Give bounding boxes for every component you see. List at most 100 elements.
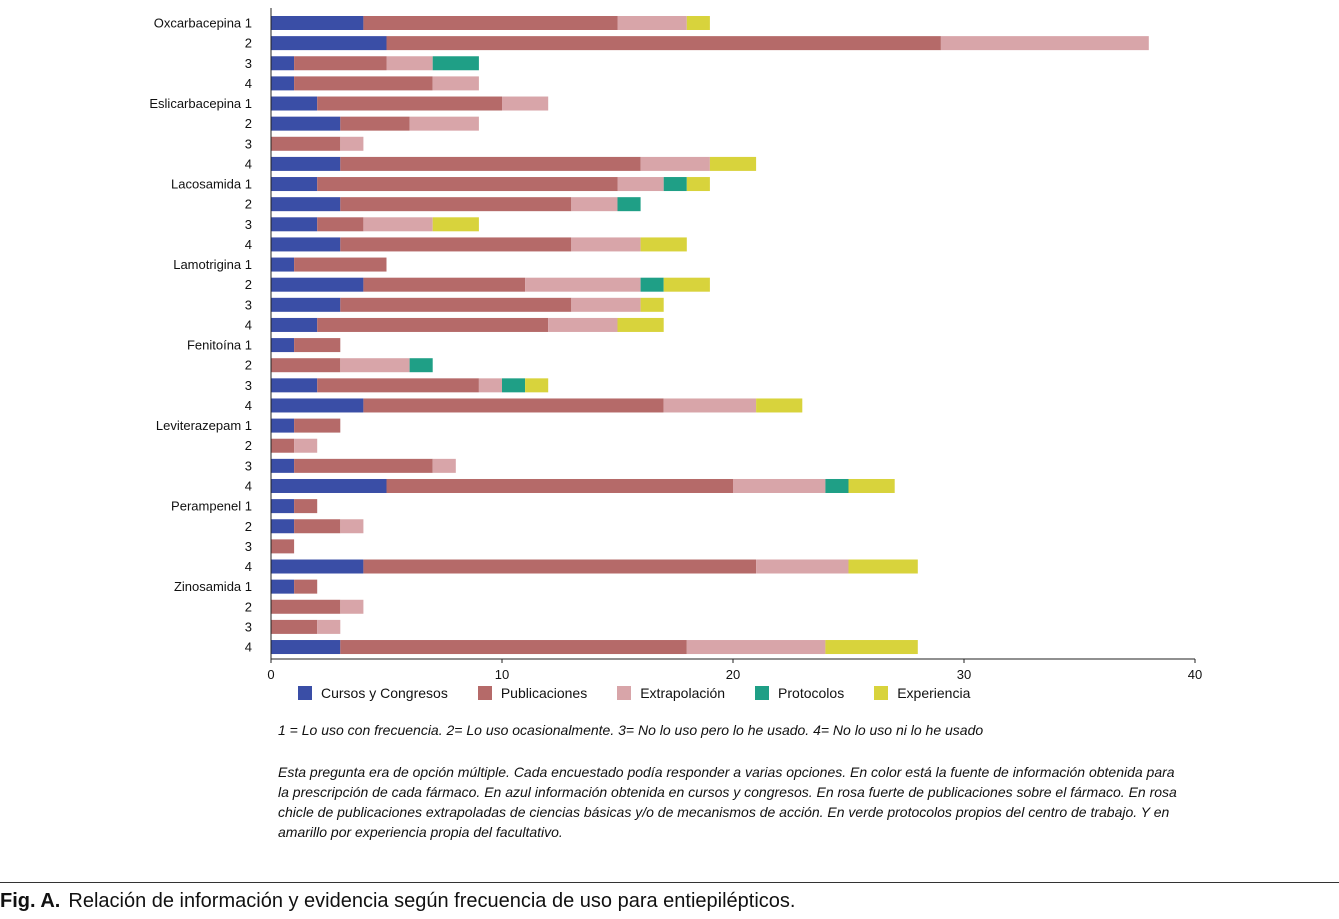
bar-segment (617, 16, 687, 30)
bar-segment (317, 317, 549, 332)
bar-segment (271, 478, 387, 493)
bar-segment (571, 197, 618, 212)
bar-segment (617, 197, 641, 212)
bar-segment (271, 458, 295, 473)
bar-segment (340, 599, 364, 614)
bar-segment (271, 116, 341, 131)
legend-swatch (617, 686, 632, 700)
bar-segment (271, 197, 341, 212)
bar-segment (271, 317, 318, 332)
bar-segment (340, 136, 364, 151)
bar-segment (663, 277, 710, 292)
legend-label: Publicaciones (500, 685, 588, 701)
bar-segment (317, 96, 502, 111)
bar-segment (640, 237, 687, 252)
bar-segment (271, 418, 295, 433)
bar-segment (363, 559, 757, 574)
legend-swatch (874, 686, 889, 700)
bar-segment (317, 177, 618, 192)
figure-caption: Fig. A. Relación de información y evidenc… (0, 890, 795, 913)
bar-segment (640, 297, 664, 312)
bar-segment (294, 418, 341, 433)
bar-segment (733, 478, 826, 493)
bar-segment (848, 559, 918, 574)
bar-segment (294, 338, 341, 353)
bar-segment (340, 197, 572, 212)
row-label: 2 (245, 438, 252, 453)
row-label: 3 (245, 217, 252, 232)
legend-item: Protocolos (755, 685, 844, 701)
bar-segment (271, 96, 318, 111)
legend-item: Experiencia (874, 685, 970, 701)
bar-segment (294, 458, 433, 473)
bar-segment (294, 519, 341, 534)
bar-segment (271, 277, 364, 292)
figure-caption-text: Relación de información y evidencia segú… (68, 890, 796, 912)
bar-segment (317, 217, 364, 232)
row-label: 2 (245, 36, 252, 51)
row-label: 3 (245, 378, 252, 393)
legend-label: Cursos y Congresos (321, 685, 448, 701)
bar-segment (271, 217, 318, 232)
bar-segment (617, 317, 664, 332)
legend-label: Experiencia (897, 685, 971, 701)
bar-segment (294, 257, 387, 272)
bar-segment (571, 237, 641, 252)
bar-segment (294, 76, 433, 91)
legend-label: Extrapolación (640, 685, 726, 701)
bar-segment (271, 398, 364, 413)
row-label: Lamotrigina 1 (173, 257, 252, 272)
legend-label: Protocolos (778, 685, 845, 701)
scale-note: 1 = Lo uso con frecuencia. 2= Lo uso oca… (278, 722, 984, 738)
row-label: 2 (245, 599, 252, 614)
row-label: Fenitoína 1 (187, 338, 252, 353)
row-label: 3 (245, 136, 252, 151)
bar-segment (271, 16, 364, 30)
bar-segment (432, 217, 479, 232)
row-label: 3 (245, 539, 252, 554)
row-label: Zinosamida 1 (174, 579, 252, 594)
legend-item: Publicaciones (477, 685, 588, 701)
bar-segment (271, 499, 295, 514)
bar-segment (271, 36, 387, 51)
bar-segment (756, 398, 803, 413)
row-label: Perampenel 1 (171, 499, 252, 514)
bar-segment (340, 297, 572, 312)
bar-segment (294, 56, 387, 71)
bar-segment (756, 559, 849, 574)
bar-segment (686, 16, 710, 30)
row-label: 4 (245, 478, 252, 493)
bar-segment (640, 277, 664, 292)
row-label: Lacosamida 1 (171, 177, 252, 192)
bar-segment (271, 76, 295, 91)
row-label: Leviterazepam 1 (156, 418, 252, 433)
bar-segment (363, 277, 526, 292)
bar-segment (686, 177, 710, 192)
bar-segment (271, 640, 341, 655)
row-label: Eslicarbacepina 1 (149, 96, 252, 111)
row-label: 2 (245, 519, 252, 534)
bar-segment (640, 156, 710, 171)
bar-segment (294, 579, 318, 594)
bar-segment (432, 76, 479, 91)
bar-segment (478, 378, 502, 393)
row-label: 3 (245, 56, 252, 71)
bar-segment (340, 640, 687, 655)
bar-segment (271, 619, 318, 634)
bar-segment (271, 56, 295, 71)
row-label: 4 (245, 237, 252, 252)
bar-segment (340, 358, 410, 373)
bar-segment (548, 317, 618, 332)
legend-swatch (477, 686, 492, 700)
bar-segment (571, 297, 641, 312)
bar-segment (317, 619, 341, 634)
row-label: 4 (245, 76, 252, 91)
bar-segment (432, 56, 479, 71)
bar-segment (525, 378, 549, 393)
bar-segment (409, 116, 479, 131)
bar-segment (317, 378, 479, 393)
bar-segment (271, 338, 295, 353)
bar-segment (363, 16, 618, 30)
row-label: 4 (245, 317, 252, 332)
row-label: 3 (245, 619, 252, 634)
